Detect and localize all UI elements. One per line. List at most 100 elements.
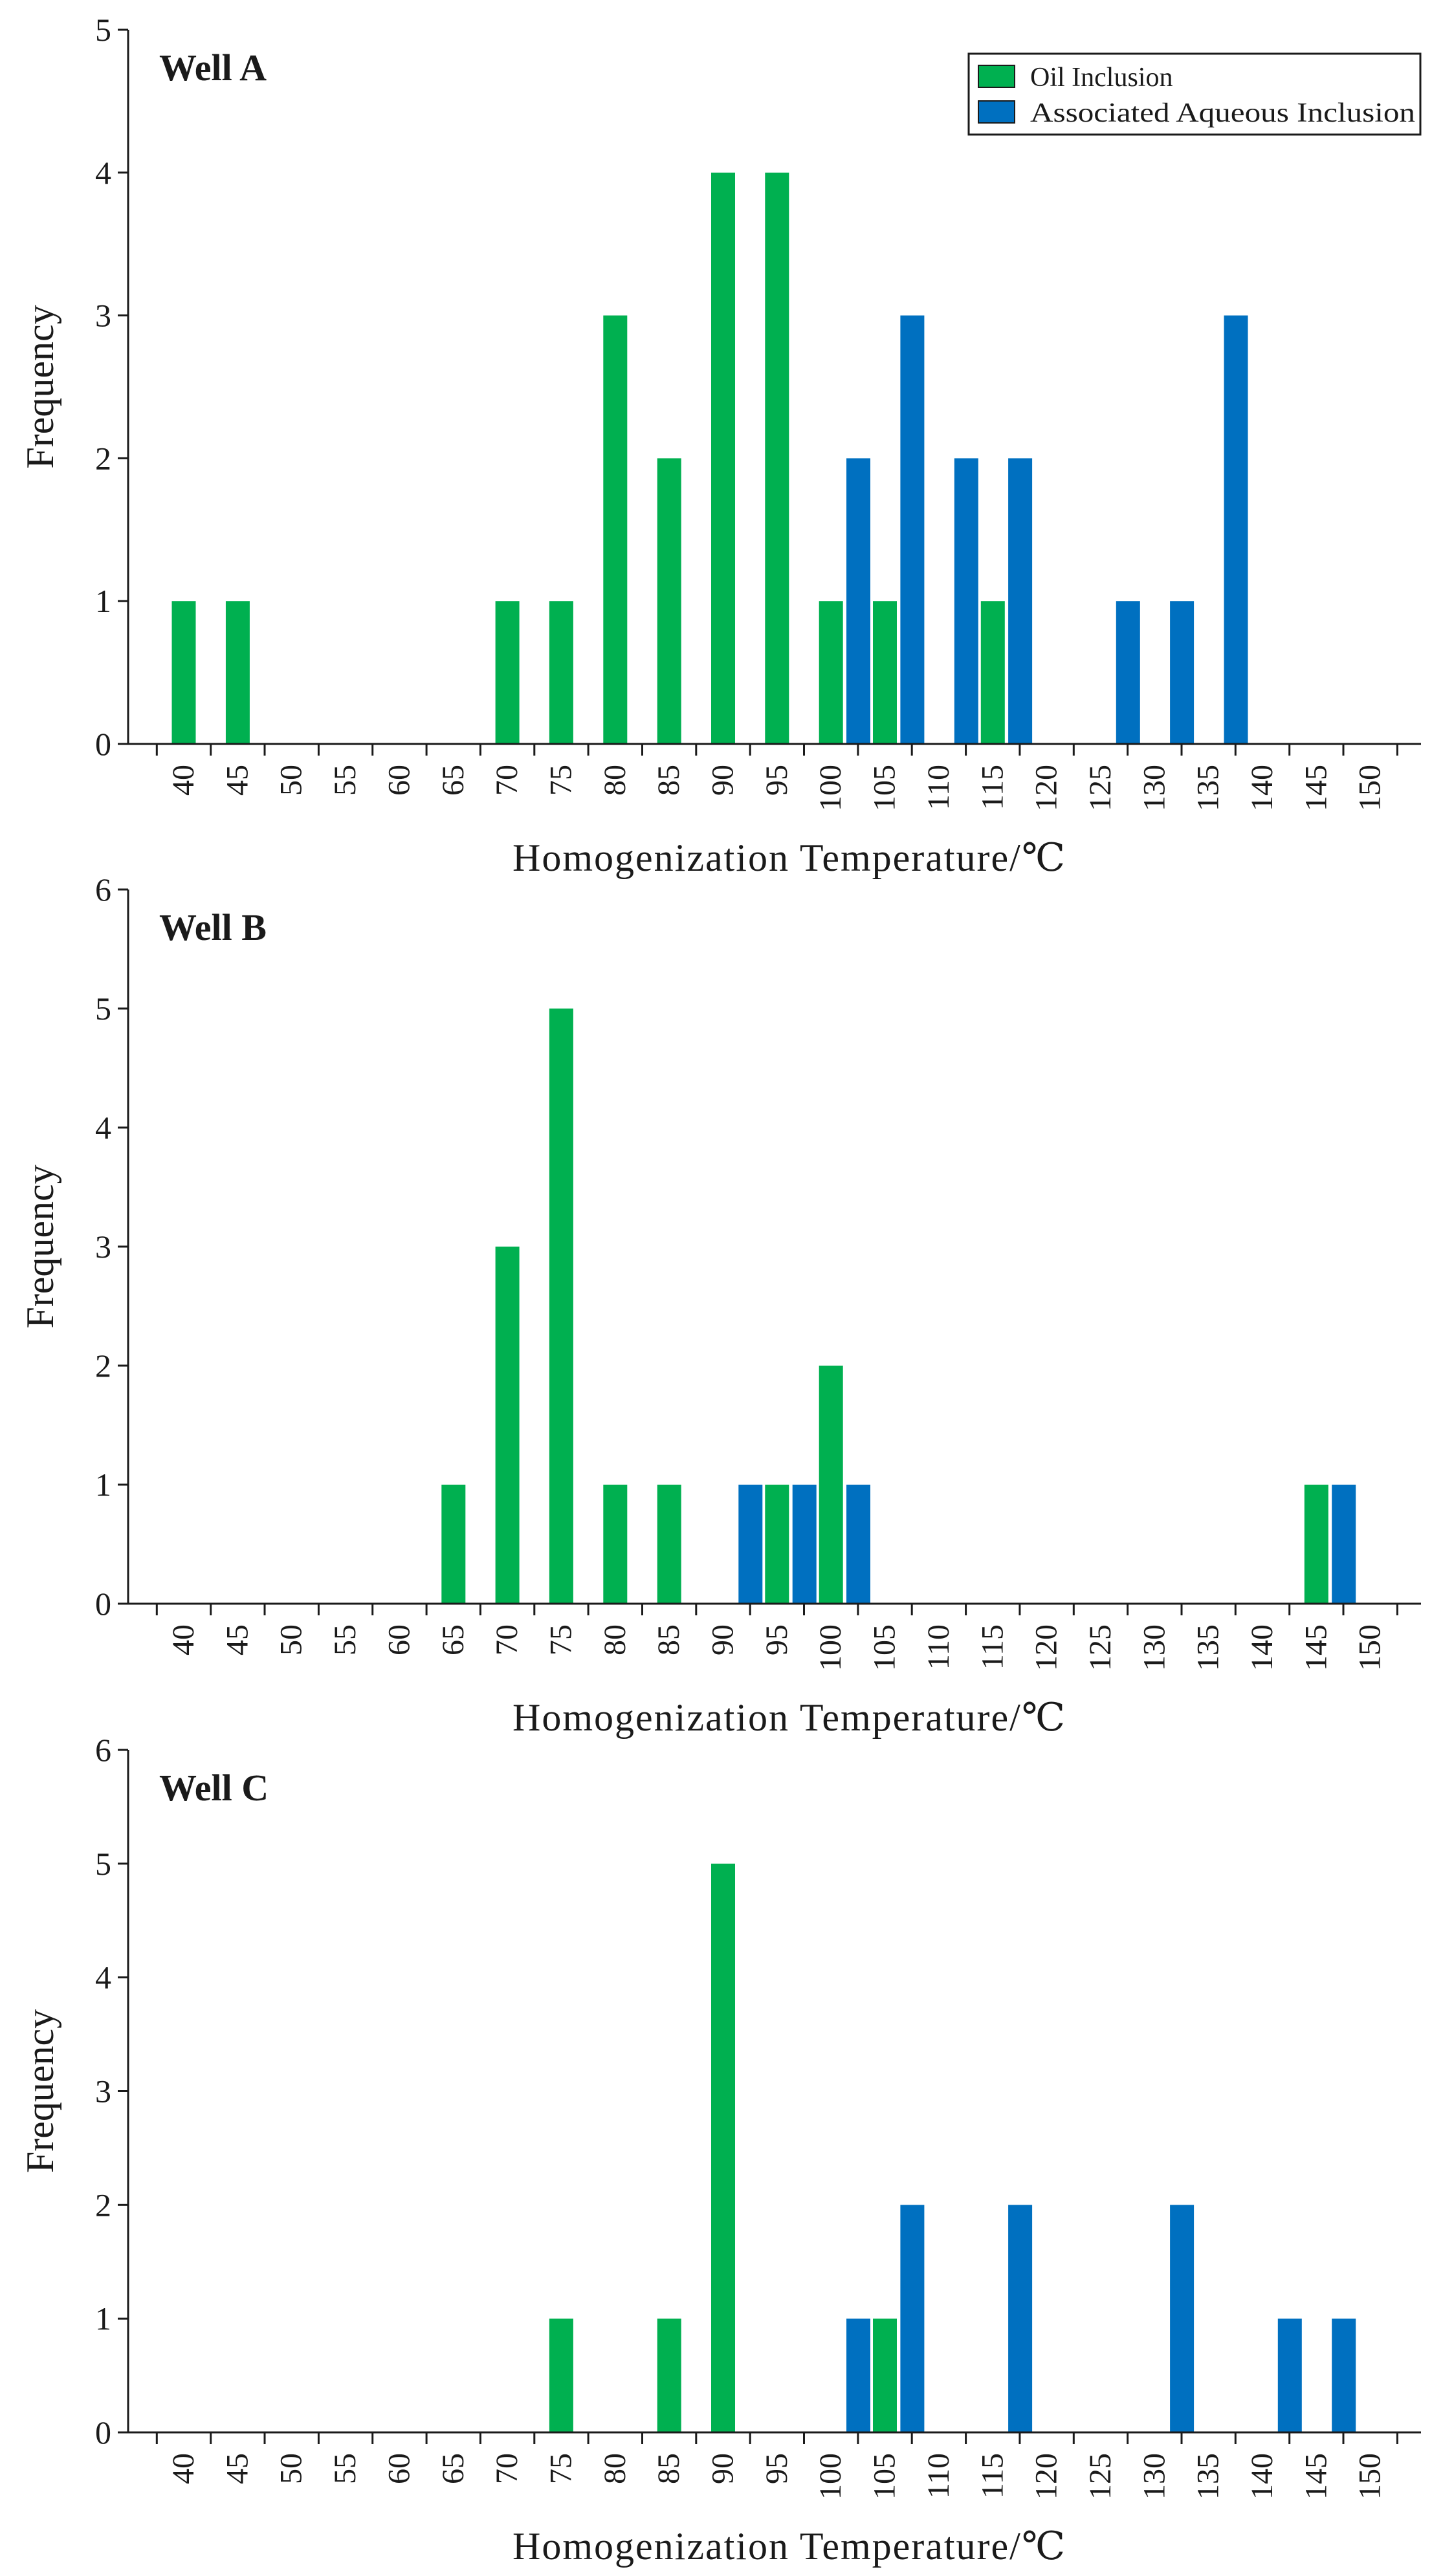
bar-oil-70	[495, 601, 520, 744]
x-tick-label-105: 105	[868, 1624, 902, 1671]
bar-oil-85	[657, 458, 681, 744]
x-tick-label-40: 40	[166, 1624, 201, 1655]
legend: Oil Inclusion Associated Aqueous Inclusio…	[967, 52, 1422, 136]
bar-oil-85	[657, 1485, 681, 1604]
x-tick-label-135: 135	[1191, 2453, 1226, 2500]
x-tick-label-145: 145	[1299, 2453, 1333, 2500]
y-tick-label: 1	[95, 583, 111, 619]
x-tick-label-145: 145	[1299, 765, 1333, 811]
y-tick-label: 0	[95, 726, 111, 762]
y-tick-label: 5	[95, 990, 111, 1027]
y-tick-label: 6	[95, 871, 111, 908]
bar-aqueous-110	[900, 2205, 925, 2432]
x-tick-label-55: 55	[328, 765, 362, 796]
x-tick-label-105: 105	[868, 2453, 902, 2500]
y-tick-label: 4	[95, 155, 111, 191]
x-tick-label-115: 115	[975, 1624, 1009, 1670]
x-tick-label-140: 140	[1245, 2453, 1279, 2500]
x-tick-label-40: 40	[166, 765, 201, 796]
chart-title: Well B	[159, 906, 267, 948]
y-tick-label: 2	[95, 1348, 111, 1384]
x-tick-label-85: 85	[652, 2453, 686, 2484]
bar-aqueous-110	[900, 315, 925, 745]
bar-aqueous-150	[1332, 1485, 1356, 1604]
y-tick-label: 6	[95, 1732, 111, 1768]
y-axis-title: Frequency	[19, 2009, 61, 2173]
x-tick-label-135: 135	[1191, 1624, 1226, 1671]
x-tick-label-75: 75	[544, 1624, 578, 1655]
bar-aqueous-135	[1170, 601, 1195, 744]
x-tick-label-80: 80	[598, 1624, 632, 1655]
bar-oil-145	[1304, 1485, 1328, 1604]
bar-aqueous-140	[1224, 315, 1248, 745]
y-tick-label: 3	[95, 2073, 111, 2110]
bar-aqueous-150	[1332, 2319, 1356, 2432]
x-tick-label-140: 140	[1245, 765, 1279, 811]
x-tick-label-90: 90	[706, 765, 740, 796]
x-tick-label-70: 70	[490, 765, 524, 796]
y-tick-label: 3	[95, 298, 111, 334]
x-tick-label-40: 40	[166, 2453, 201, 2484]
y-tick-label: 2	[95, 2187, 111, 2223]
x-tick-label-45: 45	[220, 1624, 254, 1655]
chart-title: Well A	[159, 47, 267, 89]
x-tick-label-145: 145	[1299, 1624, 1333, 1671]
bar-oil-70	[495, 1247, 520, 1604]
x-tick-label-115: 115	[975, 765, 1009, 810]
x-tick-label-50: 50	[274, 2453, 309, 2484]
bar-aqueous-95	[738, 1485, 763, 1604]
y-axis-title: Frequency	[19, 1164, 61, 1328]
x-tick-label-55: 55	[328, 2453, 362, 2484]
x-tick-label-60: 60	[382, 1624, 416, 1655]
x-tick-label-100: 100	[813, 2453, 848, 2500]
x-tick-label-150: 150	[1353, 765, 1387, 811]
bar-aqueous-120	[1008, 458, 1033, 744]
bar-oil-90	[711, 172, 735, 744]
bar-oil-80	[603, 1485, 628, 1604]
bar-oil-115	[980, 601, 1005, 744]
x-tick-label-120: 120	[1030, 1624, 1064, 1671]
x-tick-label-80: 80	[598, 765, 632, 796]
x-tick-label-65: 65	[436, 2453, 470, 2484]
x-tick-label-55: 55	[328, 1624, 362, 1655]
x-tick-label-120: 120	[1030, 2453, 1064, 2500]
bar-oil-100	[819, 601, 843, 744]
x-tick-label-75: 75	[544, 765, 578, 796]
y-tick-label: 0	[95, 1586, 111, 1622]
x-tick-label-80: 80	[598, 2453, 632, 2484]
y-tick-label: 4	[95, 1109, 111, 1146]
x-tick-label-95: 95	[760, 1624, 794, 1655]
x-axis-title: Homogenization Temperature/℃	[512, 1696, 1066, 1739]
bar-oil-100	[819, 1366, 843, 1604]
y-tick-label: 2	[95, 440, 111, 476]
x-tick-label-60: 60	[382, 765, 416, 796]
x-tick-label-50: 50	[274, 1624, 309, 1655]
x-tick-label-115: 115	[975, 2453, 1009, 2498]
legend-swatch-oil	[978, 65, 1015, 88]
legend-box	[967, 52, 1422, 136]
bar-oil-85	[657, 2319, 681, 2432]
bar-aqueous-115	[954, 458, 978, 744]
x-tick-label-105: 105	[868, 765, 902, 811]
bar-aqueous-100	[792, 1485, 817, 1604]
x-tick-label-70: 70	[490, 2453, 524, 2484]
x-tick-label-125: 125	[1083, 2453, 1118, 2500]
x-tick-label-150: 150	[1353, 2453, 1387, 2500]
x-tick-label-85: 85	[652, 1624, 686, 1655]
x-tick-label-110: 110	[921, 765, 956, 810]
bar-oil-80	[603, 315, 628, 745]
bar-aqueous-135	[1170, 2205, 1195, 2432]
legend-label-aqueous: Associated Aqueous Inclusion	[1030, 98, 1415, 128]
bar-oil-90	[711, 1863, 735, 2432]
y-tick-label: 4	[95, 1959, 111, 1996]
bar-oil-95	[765, 172, 789, 744]
x-tick-label-100: 100	[813, 1624, 848, 1671]
y-tick-label: 1	[95, 1467, 111, 1503]
x-tick-label-125: 125	[1083, 765, 1118, 811]
x-tick-label-70: 70	[490, 1624, 524, 1655]
bar-oil-75	[549, 601, 573, 744]
